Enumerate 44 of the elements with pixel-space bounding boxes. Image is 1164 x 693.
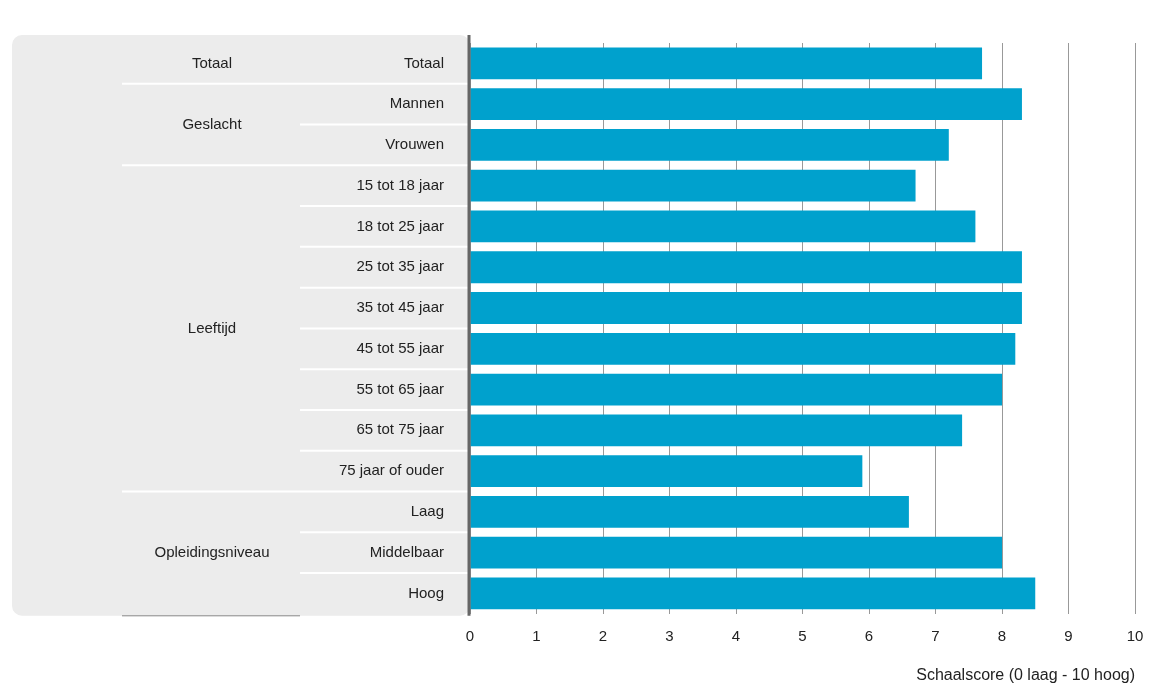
y-tick-label: 18 tot 25 jaar — [356, 216, 444, 234]
text: Geslacht — [182, 114, 243, 132]
bar — [470, 292, 1022, 324]
x-tick-label: 7 — [931, 626, 940, 644]
y-tick-label: 45 tot 55 jaar — [356, 338, 444, 356]
y-tick-label: Mannen — [389, 94, 444, 112]
bar — [470, 47, 983, 80]
y-tick-label: 35 tot 45 jaar — [356, 298, 444, 316]
bar — [470, 455, 863, 487]
x-tick-label: 3 — [665, 626, 674, 644]
y-tick-label: Laag — [410, 502, 444, 520]
y-tick-label: 25 tot 35 jaar — [356, 257, 444, 275]
text: Totaal — [191, 53, 233, 71]
bar — [470, 577, 1036, 610]
y-tick-label: 65 tot 75 jaar — [356, 420, 444, 438]
bar — [470, 251, 1022, 284]
x-tick-label: 10 — [1126, 626, 1144, 644]
x-tick-label: 9 — [1064, 626, 1073, 644]
bar — [470, 373, 1002, 406]
bar — [470, 88, 1022, 121]
x-tick-label: 2 — [598, 626, 608, 644]
text: Opleidingsniveau — [154, 542, 270, 560]
y-tick-label: Hoog — [408, 583, 444, 601]
x-tick-label: 1 — [532, 626, 541, 644]
bar — [470, 129, 949, 161]
x-tick-label: 4 — [731, 626, 741, 644]
x-axis-title: Schaalscore (0 laag - 10 hoog) — [916, 665, 1135, 683]
bar — [470, 414, 963, 447]
bar — [470, 332, 1016, 365]
x-tick-label: 0 — [465, 626, 475, 644]
y-tick-label: Totaal — [403, 53, 444, 71]
x-tick-label: 6 — [864, 626, 874, 644]
y-tick-label: 55 tot 65 jaar — [356, 379, 444, 397]
bar — [470, 169, 916, 202]
y-tick-label: 15 tot 18 jaar — [356, 175, 444, 193]
bar — [470, 495, 909, 528]
x-tick-label: 5 — [798, 626, 807, 644]
x-tick-label: 8 — [997, 626, 1007, 644]
bar — [470, 536, 1002, 569]
text: Leeftijd — [187, 318, 237, 336]
y-tick-label: Vrouwen — [385, 135, 444, 153]
y-tick-label: 75 jaar of ouder — [338, 461, 444, 479]
y-tick-label: Middelbaar — [369, 542, 444, 560]
bar — [470, 210, 976, 243]
